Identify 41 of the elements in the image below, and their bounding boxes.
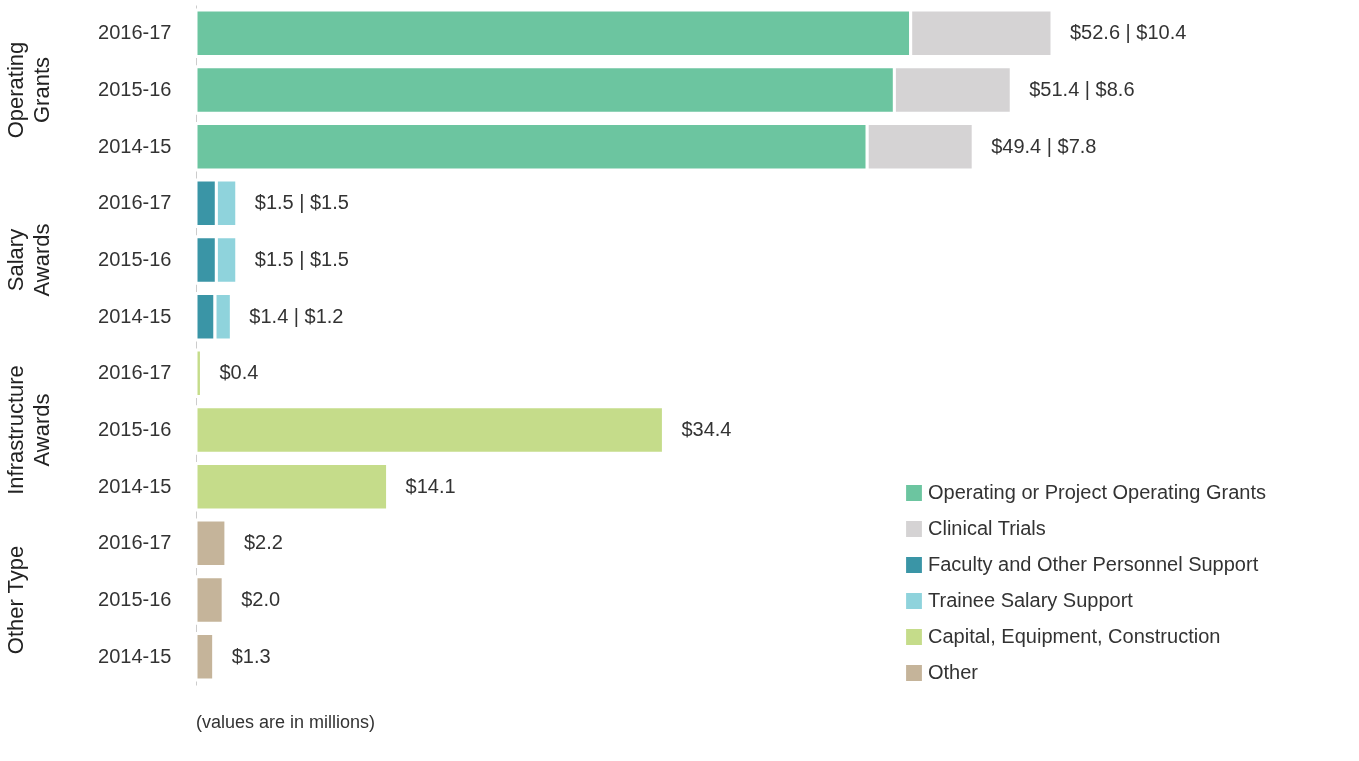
bar: [194, 405, 665, 455]
text: $1.5 | $1.5: [254, 191, 349, 214]
y-tick-label: 2014-15: [98, 474, 172, 497]
text: Infrastructure Awards: [3, 365, 54, 495]
text: Salary Awards: [3, 223, 54, 297]
y-tick-label: 2015-16: [98, 78, 172, 100]
bar: [194, 461, 390, 512]
legend-label: Faculty and Other Personnel Support: [928, 553, 1259, 575]
data-label: $0.4: [219, 361, 259, 384]
y-tick-label: 2015-16: [98, 588, 172, 610]
y-tick-label: 2016-17: [98, 531, 172, 554]
y-tick-label: 2014-15: [98, 644, 172, 667]
bar: [194, 575, 225, 625]
data-label: $34.4: [681, 418, 732, 440]
text: Operating Grants: [3, 41, 54, 139]
data-label: $2.0: [241, 588, 281, 610]
text: (values are in millions): [196, 712, 376, 732]
legend-label: Operating or Project Operating Grants: [928, 481, 1266, 503]
text: $49.4 | $7.8: [991, 134, 1097, 157]
y-tick-label: 2016-17: [98, 191, 172, 214]
text: $52.6 | $10.4: [1070, 21, 1187, 44]
legend-label: Clinical Trials: [928, 517, 1046, 539]
text: $1.4 | $1.2: [249, 304, 344, 327]
text: $51.4 | $8.6: [1029, 78, 1135, 100]
text: $1.5 | $1.5: [254, 248, 349, 270]
data-label: $2.2: [243, 531, 283, 554]
y-tick-label: 2014-15: [98, 134, 172, 157]
y-tick-label: 2016-17: [98, 21, 172, 44]
bar: [194, 631, 216, 682]
y-tick-label: 2015-16: [98, 418, 172, 440]
y-tick-label: 2016-17: [98, 361, 172, 384]
legend-label: Trainee Salary Support: [928, 589, 1134, 611]
legend-label: Capital, Equipment, Construction: [928, 625, 1221, 647]
y-tick-label: 2015-16: [98, 248, 172, 270]
data-label: $14.1: [405, 474, 456, 497]
legend-label: Other: [928, 661, 979, 683]
bar: [194, 518, 228, 569]
y-tick-label: 2014-15: [98, 304, 172, 327]
bar: [194, 348, 203, 399]
text: Other Type: [3, 545, 28, 655]
data-label: $1.3: [231, 644, 271, 667]
